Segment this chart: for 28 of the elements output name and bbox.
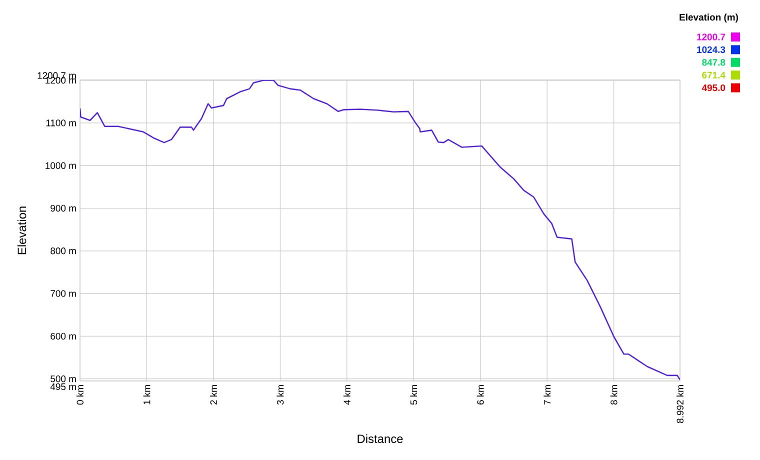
y-tick-label: 1200.7 m bbox=[38, 72, 76, 79]
y-axis-title: Elevation bbox=[17, 206, 26, 254]
x-tick-label: 0 km bbox=[76, 385, 84, 405]
color-bar-title: Elevation (m) bbox=[680, 14, 738, 22]
x-tick-label: 1 km bbox=[143, 385, 150, 404]
x-axis-title: Distance bbox=[358, 434, 403, 444]
color-bar-label: 1200.7 bbox=[697, 34, 726, 40]
x-tick-label: 6 km bbox=[476, 385, 484, 405]
y-tick-label: 700 m bbox=[50, 290, 76, 297]
x-tick-label: 2 km bbox=[210, 385, 217, 405]
line-series bbox=[80, 80, 680, 380]
x-tick-label: 8.992 km bbox=[676, 385, 684, 424]
color-bar-label: 495.0 bbox=[702, 84, 726, 92]
x-tick-label: 4 km bbox=[343, 385, 350, 405]
y-tick-label: 800 m bbox=[50, 248, 76, 254]
x-tick-label: 8 km bbox=[610, 385, 618, 405]
y-tick-label: 600 m bbox=[50, 332, 76, 340]
color-bar-label: 1024.3 bbox=[697, 46, 726, 54]
x-tick-label: 5 km bbox=[410, 385, 418, 405]
y-tick-label: 1100 m bbox=[46, 120, 76, 126]
y-tick-label: 1000 m bbox=[46, 162, 76, 169]
color-bar-label: 671.4 bbox=[702, 72, 726, 78]
color-bar-label: 847.8 bbox=[702, 59, 726, 66]
y-tick-label: 500 m bbox=[50, 376, 76, 382]
x-tick-label: 7 km bbox=[544, 385, 551, 405]
x-tick-label: 3 km bbox=[276, 385, 284, 405]
y-tick-label: 900 m bbox=[50, 204, 76, 212]
y-tick-label: 495 m bbox=[50, 383, 76, 390]
